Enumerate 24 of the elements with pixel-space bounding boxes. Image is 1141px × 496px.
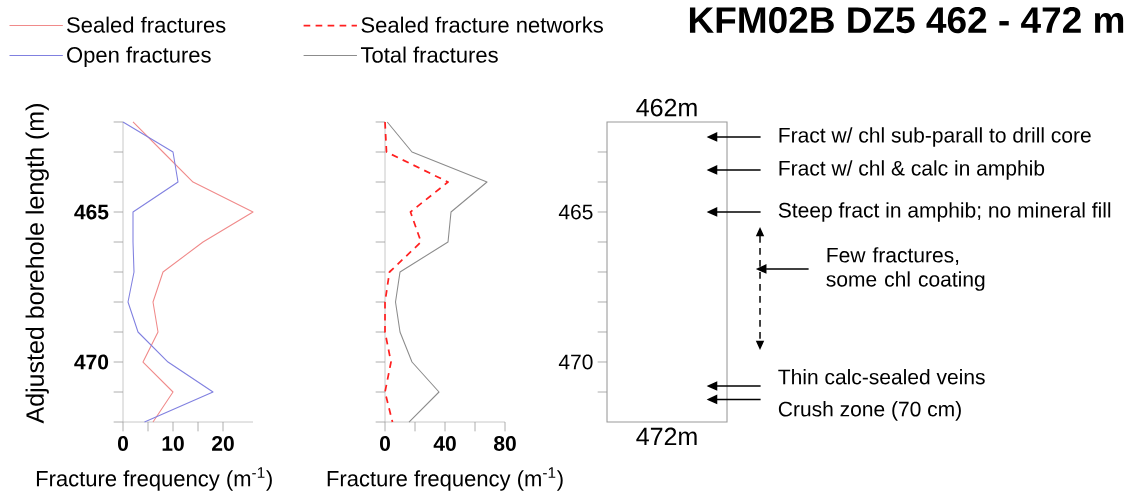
x-axis-title: Fracture frequency (m$^{-1}$) — [36, 467, 272, 491]
x-tick-label: 40 — [433, 436, 456, 451]
x-tick-label: 0 — [380, 436, 390, 451]
legend-label: Total fractures — [360, 46, 498, 63]
text: 470 — [558, 354, 593, 370]
x-tick-label: 10 — [162, 436, 184, 451]
text: Crush zone (70 cm) — [778, 401, 961, 421]
text: Thin calc-sealed veins — [778, 368, 985, 385]
text: 462m — [636, 98, 697, 117]
text: Fract w/ chl & calc in amphib — [779, 160, 1045, 180]
x-tick-label: 20 — [212, 436, 234, 451]
legend-label: Sealed fractures — [67, 16, 226, 33]
text: KFM02B DZ5 462 - 472 m — [689, 7, 1124, 34]
text: 472m — [636, 427, 697, 446]
text: 465 — [558, 204, 593, 220]
x-axis-title: Fracture frequency (m$^{-1}$) — [327, 467, 563, 491]
text: Steep fract in amphib; no mineral fill — [778, 202, 1111, 222]
legend-label: Open fractures — [67, 46, 211, 68]
x-tick-label: 80 — [494, 436, 516, 451]
x-tick-label: 0 — [118, 436, 128, 451]
y-axis-title: Adjusted borehole length (m) — [25, 104, 49, 424]
text: Few fractures, some chl coating — [826, 247, 985, 291]
text: Fract w/ chl sub-parall to drill core — [779, 127, 1091, 147]
legend-label: Sealed fracture networks — [361, 16, 603, 33]
